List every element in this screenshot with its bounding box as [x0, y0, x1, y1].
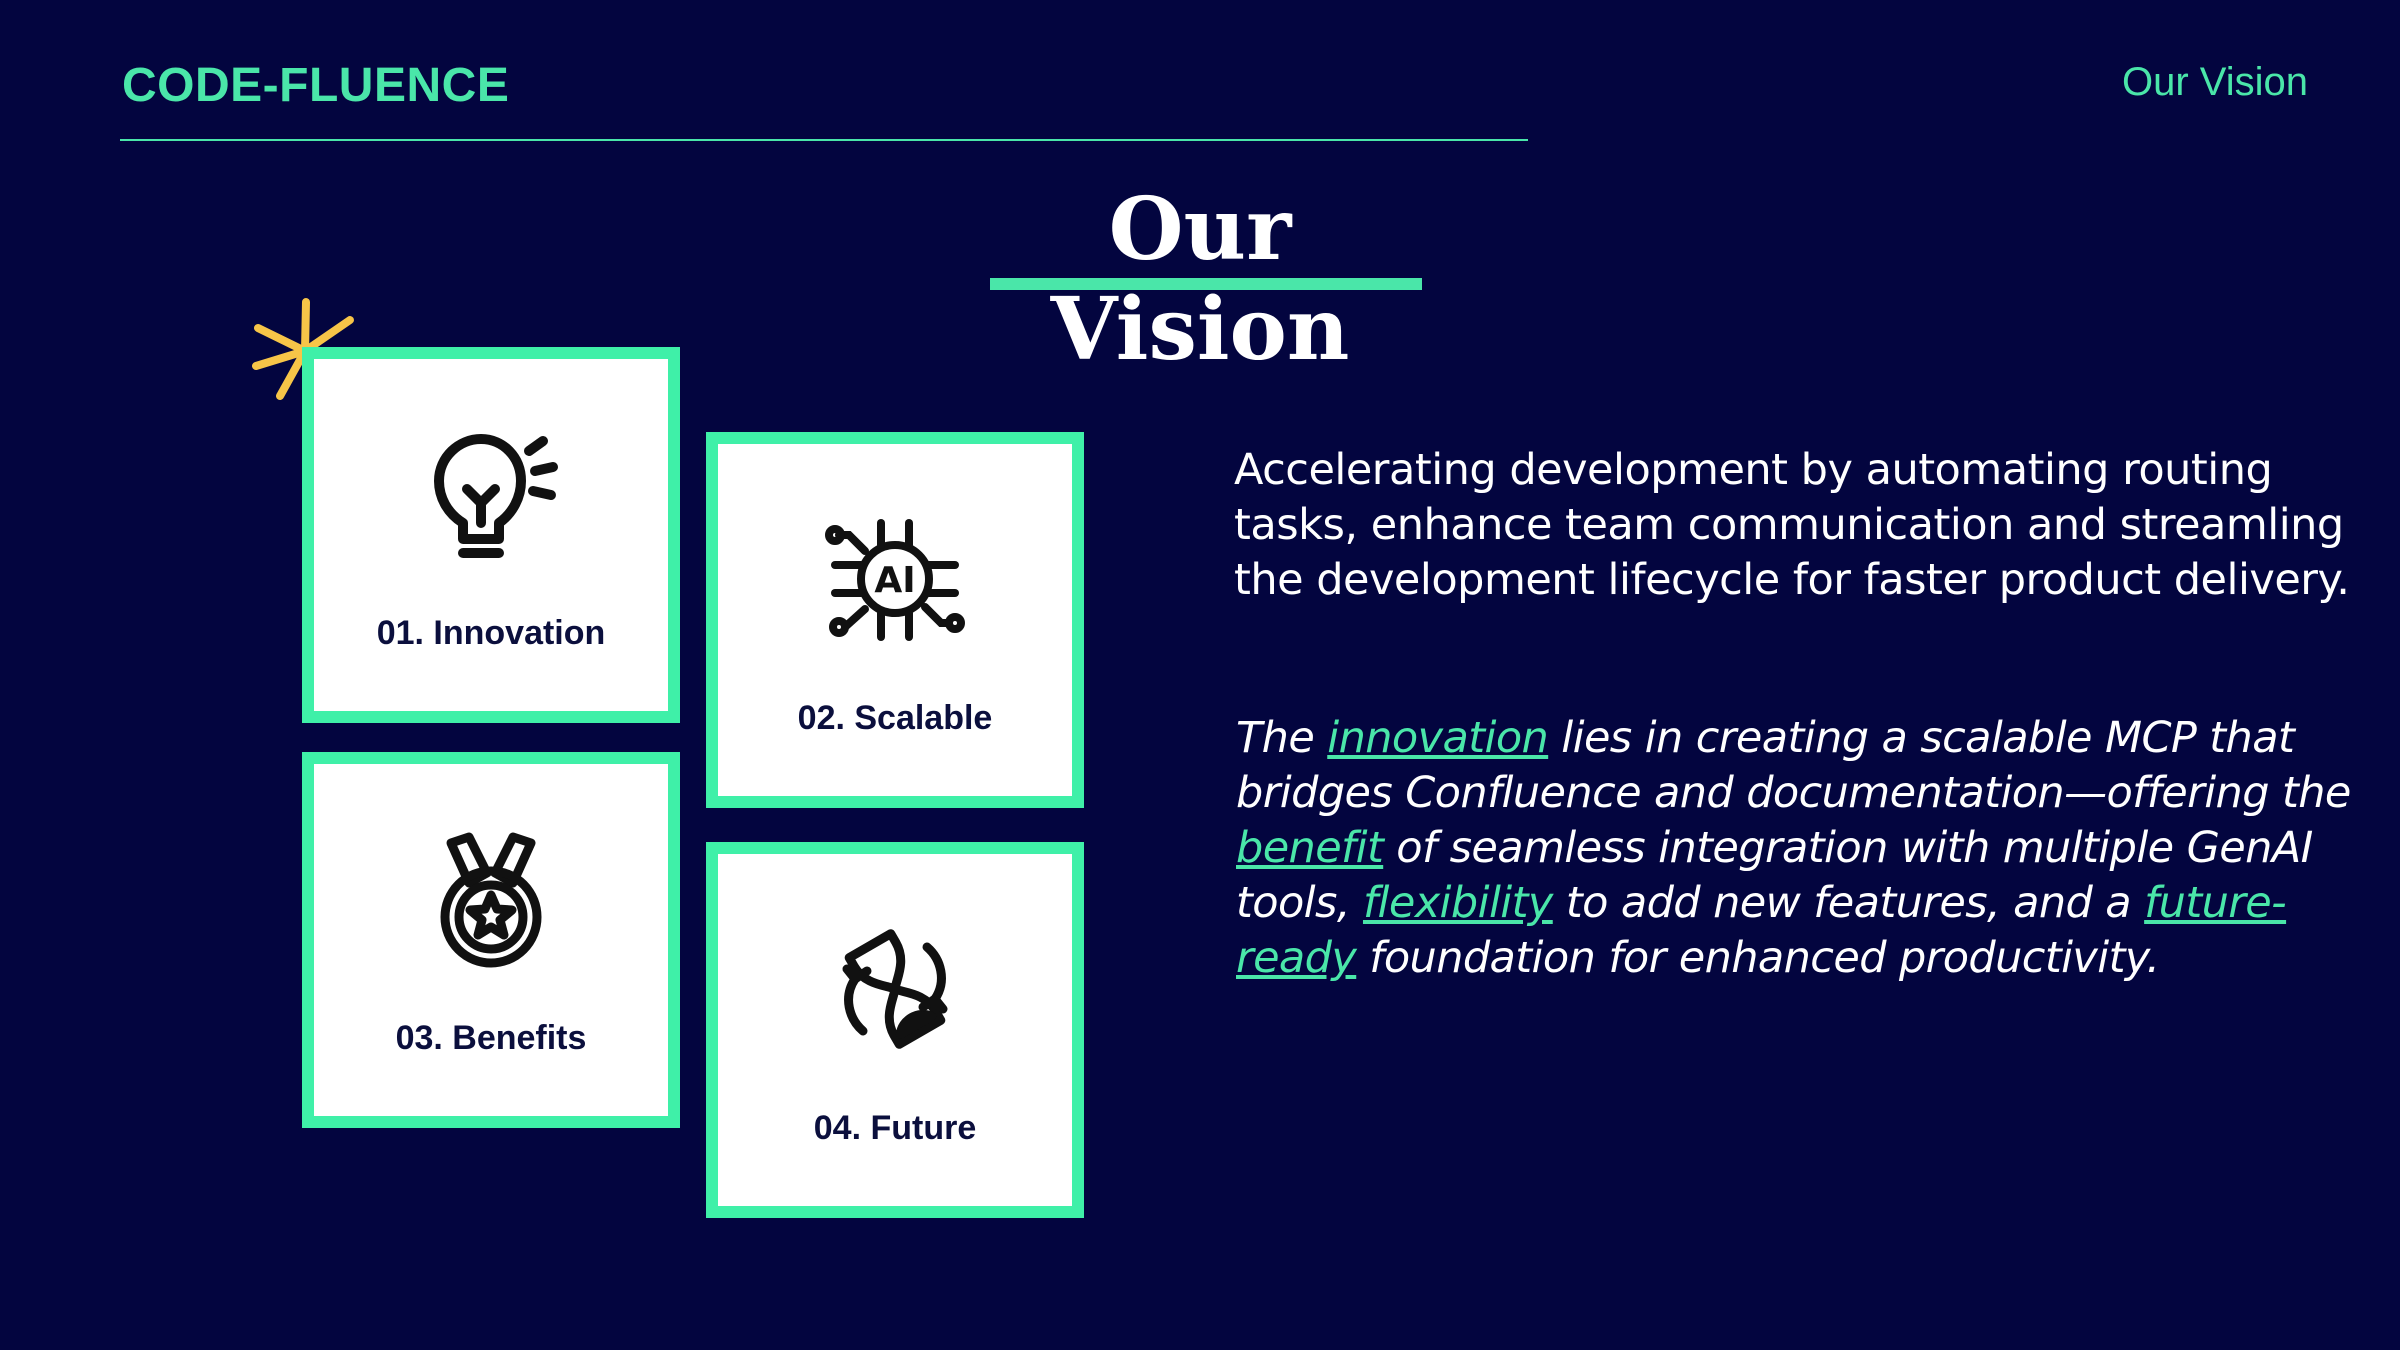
card-label: 04. Future — [813, 1109, 977, 1147]
detail-text: lies in creating a scalable MCP that bri… — [1236, 713, 2351, 818]
card-label: 02. Scalable — [797, 699, 993, 737]
title-underline — [990, 278, 1422, 290]
highlight-innovation: innovation — [1327, 713, 1549, 763]
sparkle-icon — [252, 298, 354, 400]
highlight-benefit: benefit — [1236, 823, 1384, 873]
detail-text: of seamless integration with multiple Ge… — [1236, 823, 2313, 928]
card-future: 04. Future — [706, 842, 1084, 1218]
lightbulb-icon — [434, 434, 558, 558]
section-label: Our Vision — [2121, 60, 2308, 104]
detail-text: The — [1236, 713, 1328, 763]
vision-detail: The innovation lies in creating a scalab… — [1236, 711, 2376, 986]
card-scalable: AI 02. Scalable — [706, 432, 1084, 808]
medal-icon — [440, 832, 542, 968]
card-label: 03. Benefits — [395, 1019, 587, 1057]
highlight-future-ready: future-ready — [1236, 878, 2287, 983]
brand-logo-text: CODE-FLUENCE — [122, 59, 510, 112]
svg-text:AI: AI — [874, 560, 915, 601]
header-divider — [120, 139, 1528, 141]
highlight-flexibility: flexibility — [1362, 878, 1553, 928]
vision-description: Accelerating development by automating r… — [1234, 445, 2350, 605]
ai-chip-icon: AI — [825, 519, 965, 641]
card-label: 01. Innovation — [376, 614, 606, 652]
hourglass-icon — [842, 929, 948, 1049]
detail-text: to add new features, and a — [1552, 878, 2145, 928]
card-benefits: 03. Benefits — [302, 752, 680, 1128]
page-title: Our Vision — [1050, 179, 1350, 380]
detail-text: foundation for enhanced productivity. — [1356, 933, 2160, 983]
card-innovation: 01. Innovation — [302, 347, 680, 723]
